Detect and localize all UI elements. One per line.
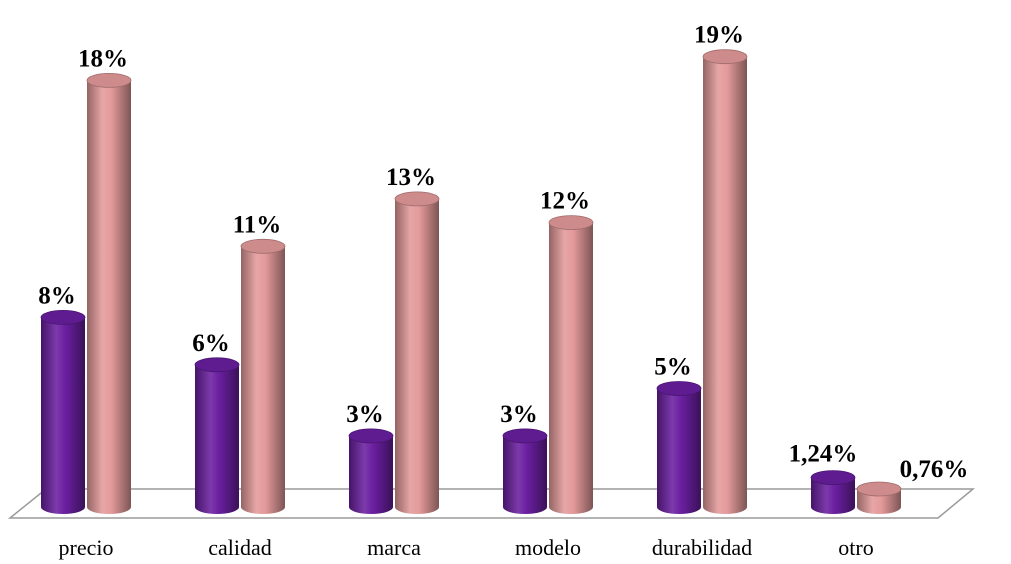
category-axis: precio calidad marca modelo durabilidad otro bbox=[59, 535, 874, 560]
bar-otro-series-1 bbox=[810, 470, 856, 514]
bar-modelo-series-2 bbox=[548, 215, 594, 514]
bar-otro-series-2 bbox=[856, 481, 902, 514]
bar-precio-series-1 bbox=[40, 309, 86, 514]
category-label-durabilidad: durabilidad bbox=[652, 535, 752, 560]
labels-layer: 8% 18% 6% 11% 3% 13% 3% 12% 5% 19% 1,24% 0,76% bbox=[38, 22, 968, 483]
bar-modelo-series-1 bbox=[502, 428, 548, 514]
category-label-precio: precio bbox=[59, 535, 114, 560]
bar-marca-series-1 bbox=[348, 428, 394, 514]
value-label-durabilidad-series-2: 19% bbox=[694, 22, 744, 49]
bar-durabilidad-series-1 bbox=[656, 381, 702, 514]
value-label-marca-series-2: 13% bbox=[386, 164, 436, 191]
category-label-otro: otro bbox=[838, 535, 873, 560]
category-label-modelo: modelo bbox=[515, 535, 581, 560]
bar-durabilidad-series-2 bbox=[702, 49, 748, 514]
value-label-precio-series-1: 8% bbox=[38, 282, 76, 309]
bar-calidad-series-2 bbox=[240, 238, 286, 515]
value-label-marca-series-1: 3% bbox=[346, 401, 384, 428]
value-label-calidad-series-1: 6% bbox=[192, 330, 230, 357]
category-label-marca: marca bbox=[367, 535, 421, 560]
category-label-calidad: calidad bbox=[208, 535, 272, 560]
value-label-modelo-series-1: 3% bbox=[500, 401, 538, 428]
value-label-otro-series-1: 1,24% bbox=[789, 441, 858, 468]
bar-precio-series-2 bbox=[86, 73, 132, 515]
value-label-precio-series-2: 18% bbox=[78, 45, 128, 72]
bars-layer bbox=[40, 49, 902, 515]
value-label-otro-series-2: 0,76% bbox=[900, 456, 969, 483]
bar-marca-series-2 bbox=[394, 191, 440, 514]
value-label-durabilidad-series-1: 5% bbox=[654, 354, 692, 381]
bar-calidad-series-1 bbox=[194, 357, 240, 514]
value-label-calidad-series-2: 11% bbox=[233, 211, 282, 238]
value-label-modelo-series-2: 12% bbox=[540, 188, 590, 215]
